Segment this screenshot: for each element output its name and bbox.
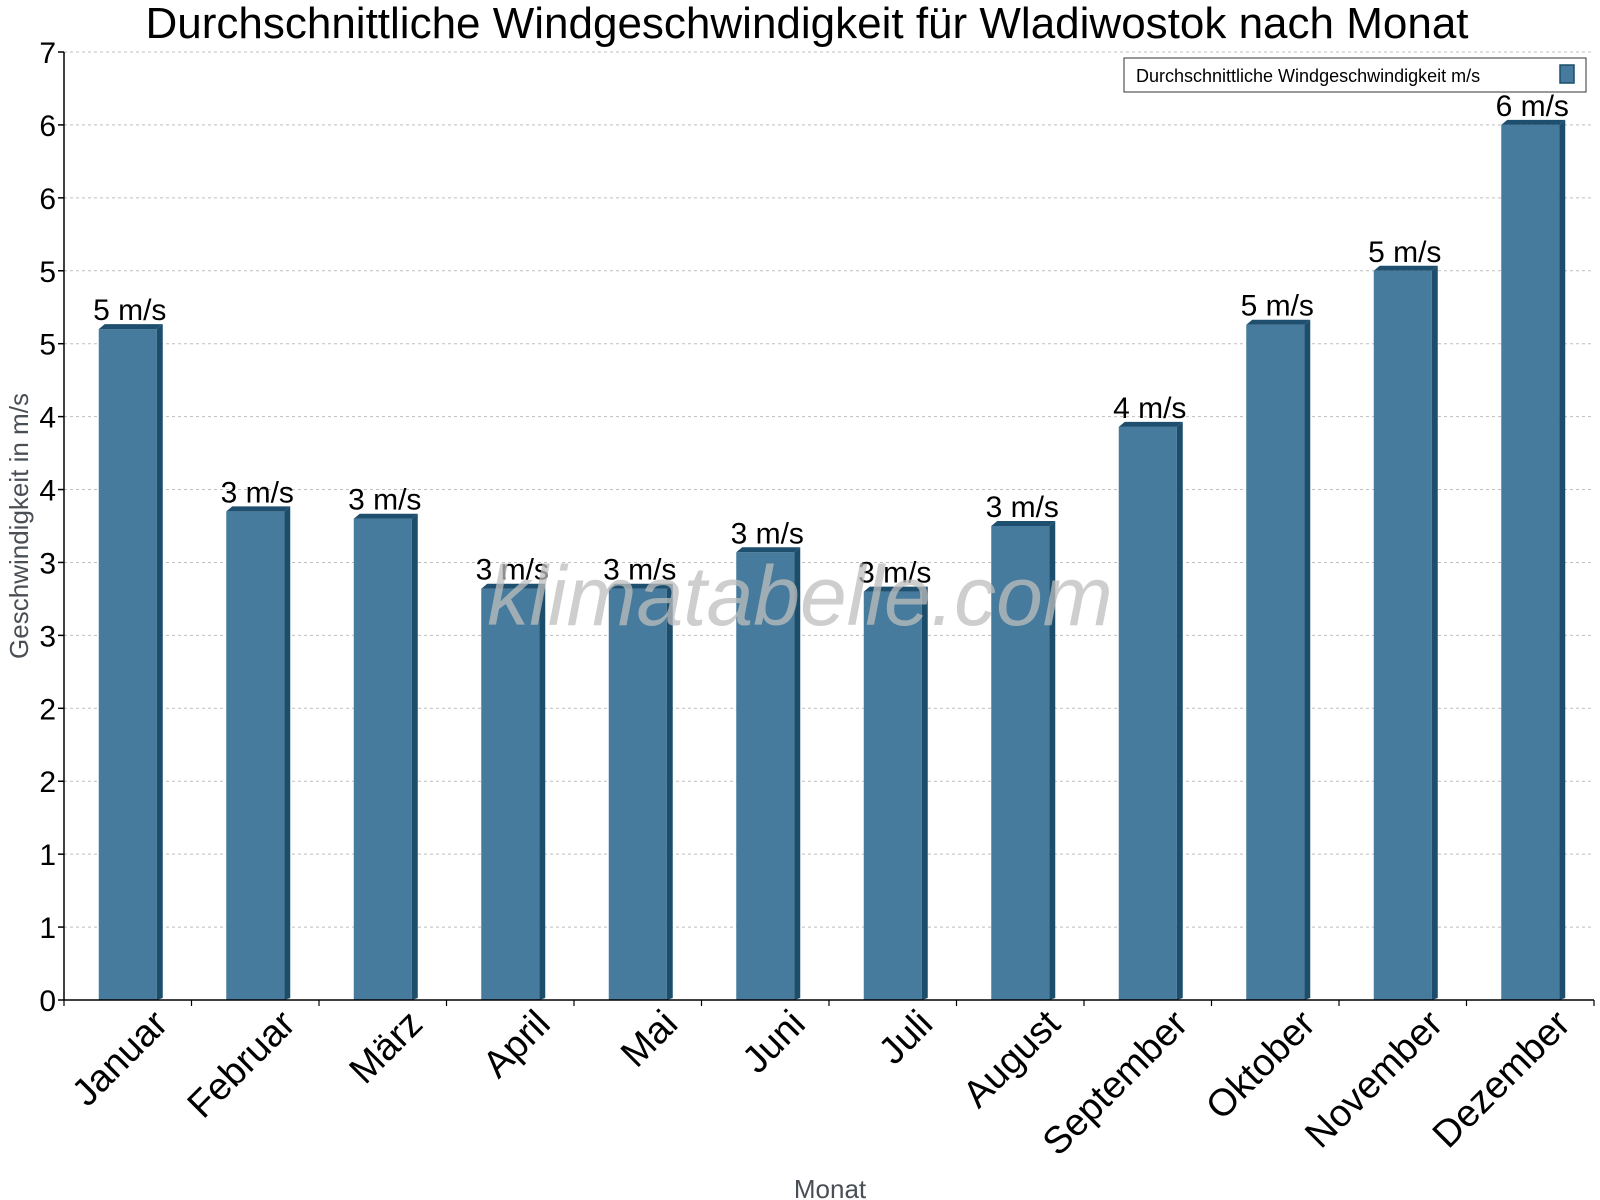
legend-box — [1123, 57, 1587, 93]
watermark: klimatabelle.com — [487, 549, 1113, 643]
bar-top — [863, 586, 928, 592]
y-tick-label: 6 — [39, 183, 56, 216]
bar-face — [863, 591, 922, 1000]
y-tick-label: 1 — [39, 912, 56, 945]
bar-side — [1304, 319, 1311, 1000]
x-tick-label: April — [475, 1003, 558, 1086]
bar-face — [98, 329, 157, 1001]
y-tick-label: 4 — [39, 475, 56, 508]
y-tick-label: 6 — [39, 110, 56, 143]
bar-märz — [353, 513, 418, 1000]
bar-face — [1501, 124, 1560, 1000]
y-tick-label: 5 — [39, 256, 56, 289]
bar-face — [1246, 324, 1305, 1000]
bar-top — [608, 583, 673, 589]
bar-side — [921, 586, 928, 1000]
data-label: 3 m/s — [731, 517, 804, 550]
bar-oktober — [1246, 319, 1311, 1000]
y-tick-label: 2 — [39, 693, 56, 726]
bar-face — [736, 552, 795, 1000]
bar-side — [1431, 265, 1438, 1000]
data-label: 3 m/s — [221, 476, 294, 509]
bar-top — [736, 547, 801, 553]
bar-side — [1176, 421, 1183, 1001]
x-tick-label: Januar — [64, 1002, 176, 1114]
bar-face — [1373, 270, 1432, 1000]
x-tick-label: Oktober — [1198, 1002, 1324, 1128]
bar-juni — [736, 547, 801, 1000]
y-tick-label: 3 — [39, 547, 56, 580]
x-axis-ticks: Januar Februar März April Mai Juni Juli AugustS… — [63, 1000, 1595, 1164]
y-tick-label: 1 — [39, 839, 56, 872]
bar-side — [794, 547, 801, 1000]
x-tick-label: März — [342, 1003, 431, 1092]
bars — [98, 119, 1566, 1001]
chart-title: Durchschnittliche Windgeschwindigkeit fü… — [145, 0, 1468, 48]
bar-face — [1118, 426, 1177, 1001]
data-label: 5 m/s — [1368, 236, 1441, 269]
data-label: 3 m/s — [603, 554, 676, 587]
x-tick-label: Mai — [613, 1003, 686, 1076]
legend-swatch — [1559, 64, 1575, 84]
data-label: 3 m/s — [858, 557, 931, 590]
bar-top — [1501, 119, 1566, 125]
bar-mai — [608, 583, 673, 1000]
x-tick-label: Juni — [735, 1003, 814, 1082]
x-tick-label: Dezember — [1425, 1002, 1579, 1156]
x-tick-label: August — [955, 1002, 1069, 1116]
legend-label: Durchschnittliche Windgeschwindigkeit m/… — [1136, 66, 1480, 86]
data-label: 3 m/s — [348, 484, 421, 517]
y-tick-label: 5 — [39, 329, 56, 362]
bar-side — [411, 513, 418, 1000]
bar-top — [481, 583, 546, 589]
x-tick-label: Juli — [871, 1003, 941, 1073]
y-tick-label: 2 — [39, 766, 56, 799]
bar-face — [353, 518, 412, 1000]
bar-september — [1118, 421, 1183, 1001]
y-tick-label: 7 — [39, 37, 56, 70]
grid-lines — [64, 51, 1594, 928]
bar-november — [1373, 265, 1438, 1000]
bar-side — [539, 583, 546, 1000]
bar-face — [226, 511, 285, 1000]
bar-side — [156, 324, 163, 1001]
bar-top — [1246, 319, 1311, 325]
bar-side — [1559, 119, 1566, 1000]
data-label: 6 m/s — [1496, 90, 1569, 123]
x-axis-label: Monat — [794, 1174, 867, 1200]
legend: Durchschnittliche Windgeschwindigkeit m/… — [1123, 57, 1587, 93]
bar-top — [353, 513, 418, 519]
data-label: 4 m/s — [1113, 392, 1186, 425]
x-tick-label: Februar — [180, 1002, 304, 1126]
bar-juli — [863, 586, 928, 1000]
bar-januar — [98, 324, 163, 1001]
bar-top — [98, 324, 163, 330]
bar-face — [991, 526, 1050, 1000]
y-tick-label: 3 — [39, 620, 56, 653]
bar-august — [991, 521, 1056, 1000]
x-tick-label: November — [1297, 1002, 1451, 1156]
bar-side — [666, 583, 673, 1000]
data-label: 3 m/s — [986, 491, 1059, 524]
data-label: 5 m/s — [1241, 290, 1314, 323]
bar-april — [481, 583, 546, 1000]
y-tick-label: 0 — [39, 985, 56, 1018]
bar-face — [608, 588, 667, 1000]
data-label: 3 m/s — [476, 554, 549, 587]
bar-face — [481, 588, 540, 1000]
bar-dezember — [1501, 119, 1566, 1000]
bar-top — [1118, 421, 1183, 427]
bar-top — [1373, 265, 1438, 271]
data-labels: 5 m/s 3 m/s 3 m/s 3 m/s 3 m/s 3 m/s 3 m/s 3 m/s… — [93, 90, 1569, 590]
y-axis-ticks: 0 1 1 2 2 3 3 4 4 5 5 6 6 7 — [39, 37, 64, 1018]
y-axis-label: Geschwindigkeit in m/s — [4, 393, 34, 659]
bar-side — [284, 506, 291, 1000]
data-label: 5 m/s — [93, 294, 166, 327]
bar-februar — [226, 506, 291, 1000]
bar-top — [226, 506, 291, 512]
bar-side — [1049, 521, 1056, 1000]
y-tick-label: 4 — [39, 402, 56, 435]
bar-top — [991, 521, 1056, 526]
